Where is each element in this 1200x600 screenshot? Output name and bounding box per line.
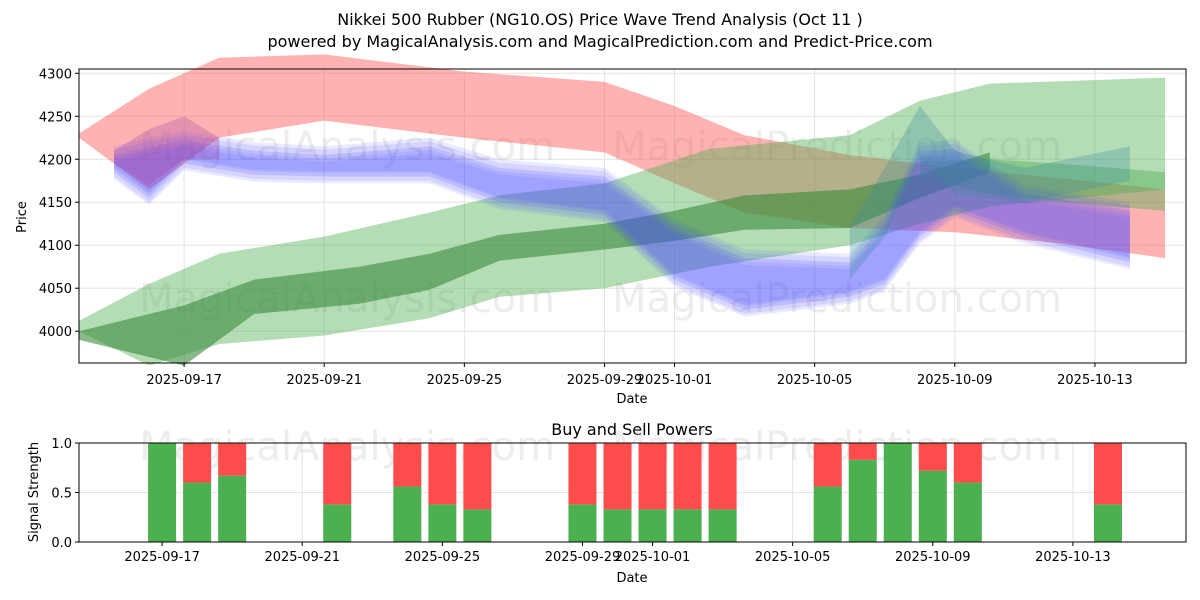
sell-bar <box>638 443 667 510</box>
price-y-tick-label: 4300 <box>39 67 72 82</box>
signal-x-tick-label: 2025-10-13 <box>1035 550 1111 565</box>
signal-x-tick-label: 2025-09-25 <box>405 550 481 565</box>
buy-bar <box>393 486 422 542</box>
sell-bar <box>603 443 632 510</box>
buy-bar <box>568 504 597 542</box>
sell-bar <box>673 443 702 510</box>
sell-bar <box>183 443 212 483</box>
signal-x-label: Date <box>616 571 647 586</box>
signal-y-label: Signal Strength <box>27 442 42 542</box>
buy-bar <box>638 509 667 542</box>
sell-bar <box>393 443 422 487</box>
sell-bar <box>813 443 842 487</box>
signal-title: Buy and Sell Powers <box>551 420 713 439</box>
signal-x-tick-label: 2025-09-21 <box>264 550 340 565</box>
price-x-tick-label: 2025-10-01 <box>637 373 713 388</box>
price-y-ticks: 4000 4050 4100 4150 4200 4250 4300 <box>39 67 79 340</box>
buy-bar <box>323 504 352 542</box>
watermark-1: MagicalAnalysis.com <box>139 124 555 170</box>
band-blue-layer-2 <box>114 147 1130 305</box>
buy-bar <box>1093 504 1122 542</box>
sell-bar <box>848 443 877 460</box>
buy-bar <box>463 509 492 542</box>
buy-bar <box>148 443 177 542</box>
signal-x-ticks: 2025-09-17 2025-09-21 2025-09-25 2025-09-29… <box>124 542 1111 565</box>
price-x-tick-label: 2025-10-09 <box>917 373 993 388</box>
sell-bar <box>323 443 352 505</box>
price-bands <box>79 54 1165 366</box>
buy-bar <box>708 509 737 542</box>
buy-bar <box>428 504 457 542</box>
signal-y-tick-label: 0.5 <box>51 487 72 502</box>
band-dark-green-band <box>79 152 990 366</box>
band-blue-layer-4 <box>114 143 1130 317</box>
price-x-tick-label: 2025-09-29 <box>567 373 643 388</box>
buy-bar <box>953 482 982 542</box>
buy-bar <box>883 443 912 542</box>
band-blue-layer-3 <box>114 135 1130 314</box>
signal-y-tick-label: 1.0 <box>51 437 72 452</box>
sell-bar <box>708 443 737 510</box>
signal-x-tick-label: 2025-10-05 <box>755 550 831 565</box>
price-x-tick-label: 2025-10-13 <box>1057 373 1133 388</box>
sell-bar <box>1093 443 1122 505</box>
chart-title: Nikkei 500 Rubber (NG10.OS) Price Wave T… <box>337 10 863 29</box>
sell-bar <box>463 443 492 510</box>
price-x-tick-label: 2025-09-17 <box>146 373 222 388</box>
price-y-label: Price <box>15 201 30 233</box>
watermark-4: MagicalPrediction.com <box>612 276 1062 322</box>
price-x-tick-label: 2025-09-21 <box>286 373 362 388</box>
signal-x-tick-label: 2025-10-01 <box>615 550 691 565</box>
chart-subtitle: powered by MagicalAnalysis.com and Magic… <box>267 32 932 51</box>
price-y-tick-label: 4000 <box>39 325 72 340</box>
price-y-tick-label: 4150 <box>39 196 72 211</box>
price-y-tick-label: 4050 <box>39 282 72 297</box>
band-blue-bands <box>114 140 1130 310</box>
buy-bar <box>813 486 842 542</box>
price-y-tick-label: 4200 <box>39 153 72 168</box>
price-x-label: Date <box>616 392 647 407</box>
buy-bar <box>918 470 947 542</box>
signal-x-tick-label: 2025-10-09 <box>895 550 971 565</box>
price-x-tick-label: 2025-10-05 <box>777 373 853 388</box>
band-blue-layer-5 <box>114 131 1130 307</box>
price-y-tick-label: 4100 <box>39 239 72 254</box>
sell-bar <box>568 443 597 505</box>
signal-y-tick-label: 0.0 <box>51 536 72 551</box>
band-purple-overlap <box>114 116 220 186</box>
sell-bar <box>953 443 982 483</box>
sell-bar <box>918 443 947 471</box>
price-y-tick-label: 4250 <box>39 110 72 125</box>
sell-bar <box>428 443 457 505</box>
sell-bar <box>218 443 247 476</box>
signal-x-tick-label: 2025-09-29 <box>545 550 621 565</box>
price-plot-frame <box>78 68 1187 364</box>
signal-bars <box>148 443 1122 542</box>
signal-panel: Buy and Sell Powers MagicalAnalysis.com … <box>27 420 1187 586</box>
buy-bar <box>603 509 632 542</box>
signal-x-tick-label: 2025-09-17 <box>124 550 200 565</box>
price-panel: MagicalAnalysis.com MagicalPrediction.co… <box>15 54 1187 407</box>
buy-bar <box>183 482 212 542</box>
price-x-tick-label: 2025-09-25 <box>427 373 503 388</box>
signal-y-ticks: 0.0 0.5 1.0 <box>51 437 79 551</box>
buy-bar <box>673 509 702 542</box>
price-plot-background <box>79 69 1186 363</box>
buy-bar <box>848 459 877 542</box>
band-teal-band <box>849 106 1130 280</box>
price-x-ticks: 2025-09-17 2025-09-21 2025-09-25 2025-09-29… <box>146 363 1133 388</box>
buy-bar <box>218 475 247 542</box>
band-late-green-band <box>919 159 1165 211</box>
